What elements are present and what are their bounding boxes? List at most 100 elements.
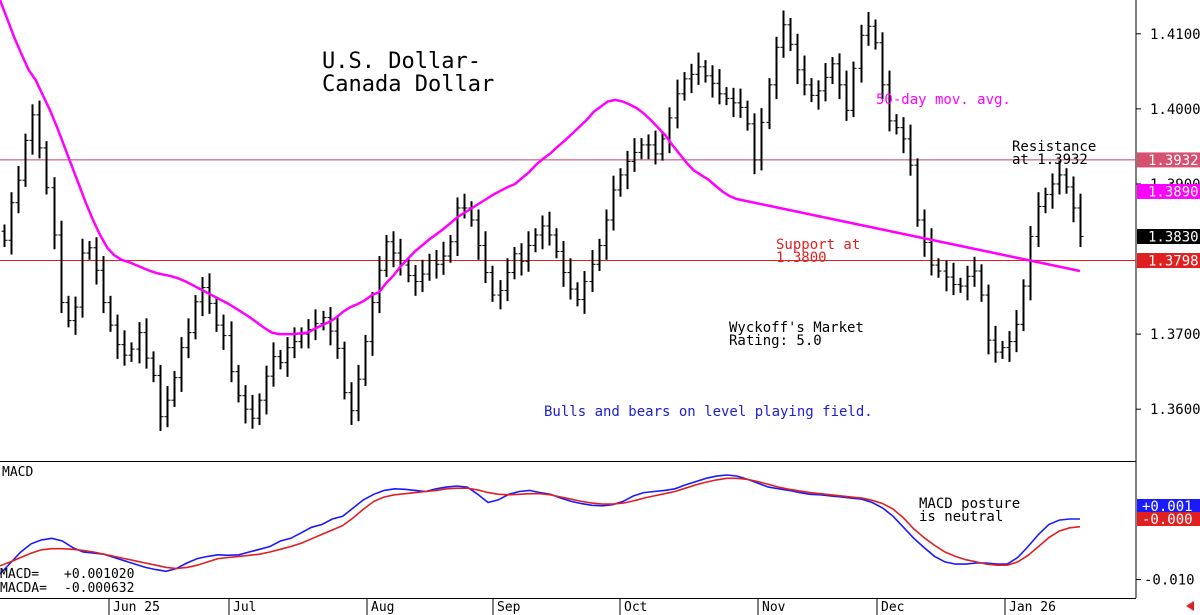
price-bar — [787, 18, 794, 52]
price-bar — [822, 63, 829, 102]
price-bar — [617, 168, 624, 197]
resistance-label-1: Resistance — [1012, 139, 1096, 155]
price-bar — [914, 158, 921, 227]
price-bar — [263, 365, 270, 415]
price-bar — [935, 258, 942, 278]
macda-readout-label: MACDA= — [0, 581, 47, 596]
macd-series-macda — [0, 477, 1081, 570]
price-bar — [950, 262, 957, 296]
macd-panel-title: MACD — [2, 465, 33, 480]
price-bar — [164, 385, 171, 428]
price-bar — [737, 88, 744, 118]
chart-title-line2: Canada Dollar — [322, 72, 494, 97]
x-tick-label: Oct — [624, 600, 647, 615]
price-bar — [440, 241, 447, 275]
price-bar — [291, 327, 298, 359]
price-bar — [235, 364, 242, 403]
price-bar — [532, 228, 539, 253]
price-bar — [334, 316, 341, 359]
price-bar — [638, 138, 645, 160]
price-bar — [136, 322, 143, 364]
price-bar — [1013, 310, 1020, 353]
price-bar — [957, 277, 964, 293]
ma-label: 50-day mov. avg. — [876, 92, 1011, 108]
price-bar — [872, 19, 879, 50]
macd-tag-label: +0.001 — [1142, 499, 1193, 515]
rating-label-1: Wyckoff's Market — [729, 320, 864, 336]
macd-tag-box — [1137, 499, 1200, 513]
price-tag-label: 1.3890 — [1148, 184, 1199, 200]
resistance-label-2: at 1.3932 — [1012, 152, 1088, 168]
price-bar — [843, 70, 850, 121]
price-bar — [518, 243, 525, 276]
price-bar — [454, 197, 461, 257]
scroll-left-icon[interactable] — [1186, 601, 1194, 611]
price-bar — [320, 310, 327, 331]
price-bar — [369, 292, 376, 356]
price-bar — [900, 117, 907, 154]
price-bar — [730, 87, 737, 118]
price-bar — [766, 78, 773, 130]
price-bar — [504, 258, 511, 302]
macd-tag-box — [1137, 512, 1200, 526]
price-bar — [567, 258, 574, 300]
price-bar — [29, 104, 36, 155]
price-bar — [100, 256, 107, 314]
comment-label: Bulls and bears on level playing field. — [544, 404, 873, 420]
price-tag-box — [1137, 253, 1200, 269]
price-bar — [744, 100, 751, 131]
price-bar — [723, 87, 730, 106]
price-bar — [801, 55, 808, 96]
x-tick-label: Sep — [497, 600, 521, 615]
price-tag-box — [1137, 152, 1200, 168]
price-bar — [220, 314, 227, 350]
price-bar — [865, 12, 872, 46]
price-bar — [511, 247, 518, 280]
price-bar — [886, 70, 893, 132]
price-bar — [702, 60, 709, 83]
price-bar — [419, 259, 426, 293]
price-bar — [928, 228, 935, 276]
price-bar — [943, 260, 950, 292]
price-bar — [624, 150, 631, 190]
price-bar — [22, 133, 29, 187]
price-bar — [114, 314, 121, 359]
price-bar — [546, 211, 553, 246]
price-bar — [659, 132, 666, 161]
price-bar — [560, 241, 567, 287]
price-bar — [475, 209, 482, 260]
y-tick-label: 1.4000 — [1150, 102, 1200, 118]
price-bar — [270, 342, 277, 387]
macd-readout-label: MACD= — [0, 567, 39, 582]
price-bar — [985, 284, 992, 355]
price-bar — [858, 24, 865, 83]
price-bar — [815, 80, 822, 110]
price-bar — [879, 32, 886, 100]
macd-series-macd — [0, 474, 1080, 575]
price-bar — [808, 78, 815, 103]
price-bar — [143, 318, 150, 369]
price-bar — [907, 124, 914, 176]
price-bar — [171, 370, 178, 407]
price-tag-box — [1137, 183, 1200, 199]
x-tick-label: Aug — [371, 600, 394, 615]
price-bar — [836, 53, 843, 100]
price-bar — [72, 296, 79, 335]
price-bar — [447, 235, 454, 263]
price-bar — [405, 258, 412, 283]
price-bar — [43, 141, 50, 195]
price-bar — [539, 215, 546, 250]
price-bar — [327, 307, 334, 346]
price-bar — [780, 10, 787, 58]
price-bar — [8, 192, 15, 255]
price-bar — [1035, 192, 1042, 248]
price-bar — [603, 209, 610, 260]
price-bar — [645, 134, 652, 160]
price-bar — [79, 238, 86, 318]
price-bar — [468, 201, 475, 227]
price-bar — [277, 349, 284, 370]
x-tick-label: Dec — [881, 600, 904, 615]
macd-y-tick-label: -0.010 — [1144, 573, 1195, 589]
macd-readout-value: +0.001020 — [64, 567, 134, 582]
